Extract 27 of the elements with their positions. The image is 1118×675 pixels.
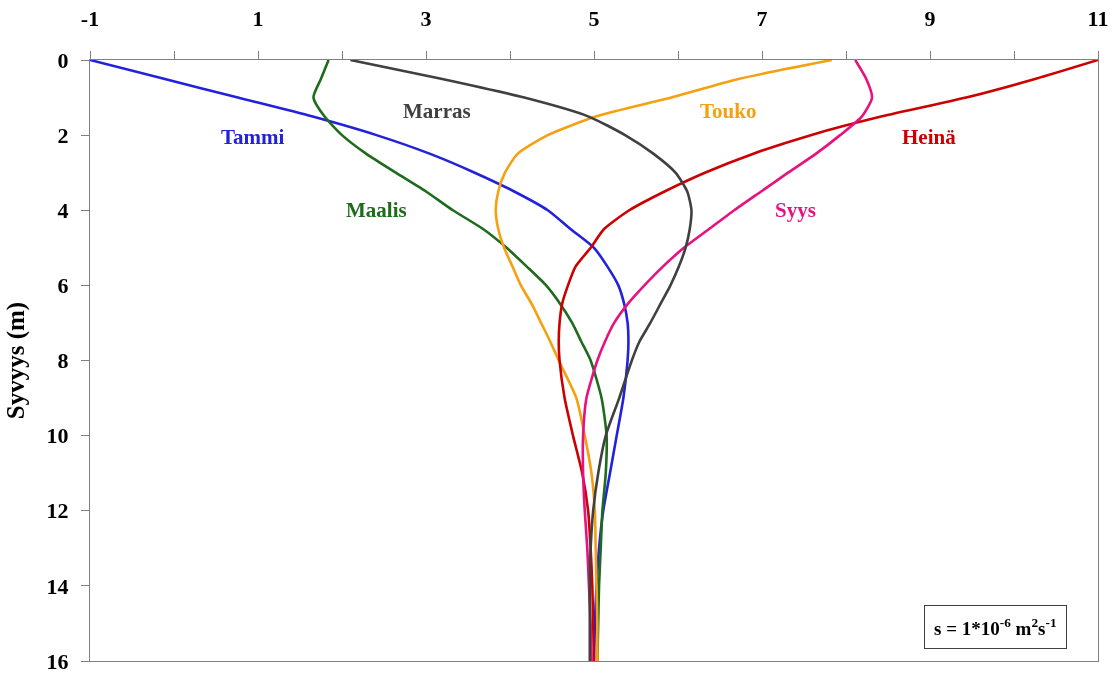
x-tick-label: 3 xyxy=(420,6,432,32)
y-tick-label: 12 xyxy=(46,498,69,524)
line-series xyxy=(557,60,1098,661)
line-series xyxy=(494,60,834,661)
y-axis-title: Syvyys (m) xyxy=(2,301,31,420)
y-tick-label: 14 xyxy=(46,573,69,599)
series-label: Marras xyxy=(403,99,471,123)
series-label: Touko xyxy=(700,99,757,123)
x-tick-label: -1 xyxy=(80,6,100,32)
y-tick-label: 8 xyxy=(57,348,69,374)
y-tick-label: 10 xyxy=(46,423,69,449)
y-tick-label: 0 xyxy=(57,47,69,73)
x-tick-label: 7 xyxy=(756,6,768,32)
series-label: Heinä xyxy=(902,125,957,149)
series-label: Maalis xyxy=(346,198,407,222)
annotation: s = 1*10$^{-6}$ m$^{2}$s$^{-1}$ xyxy=(934,615,1057,639)
y-tick-label: 6 xyxy=(57,273,69,299)
y-tick-label: 16 xyxy=(46,648,69,674)
y-tick-label: 2 xyxy=(57,122,69,148)
x-tick-label: 1 xyxy=(252,6,264,32)
x-tick-label: 11 xyxy=(1087,6,1109,32)
y-tick-label: 4 xyxy=(57,197,69,223)
x-tick-label: 9 xyxy=(924,6,936,32)
series-label: Syys xyxy=(775,198,816,222)
line-series xyxy=(581,60,874,661)
series-label: Tammi xyxy=(221,125,285,149)
x-tick-label: 5 xyxy=(588,6,600,32)
